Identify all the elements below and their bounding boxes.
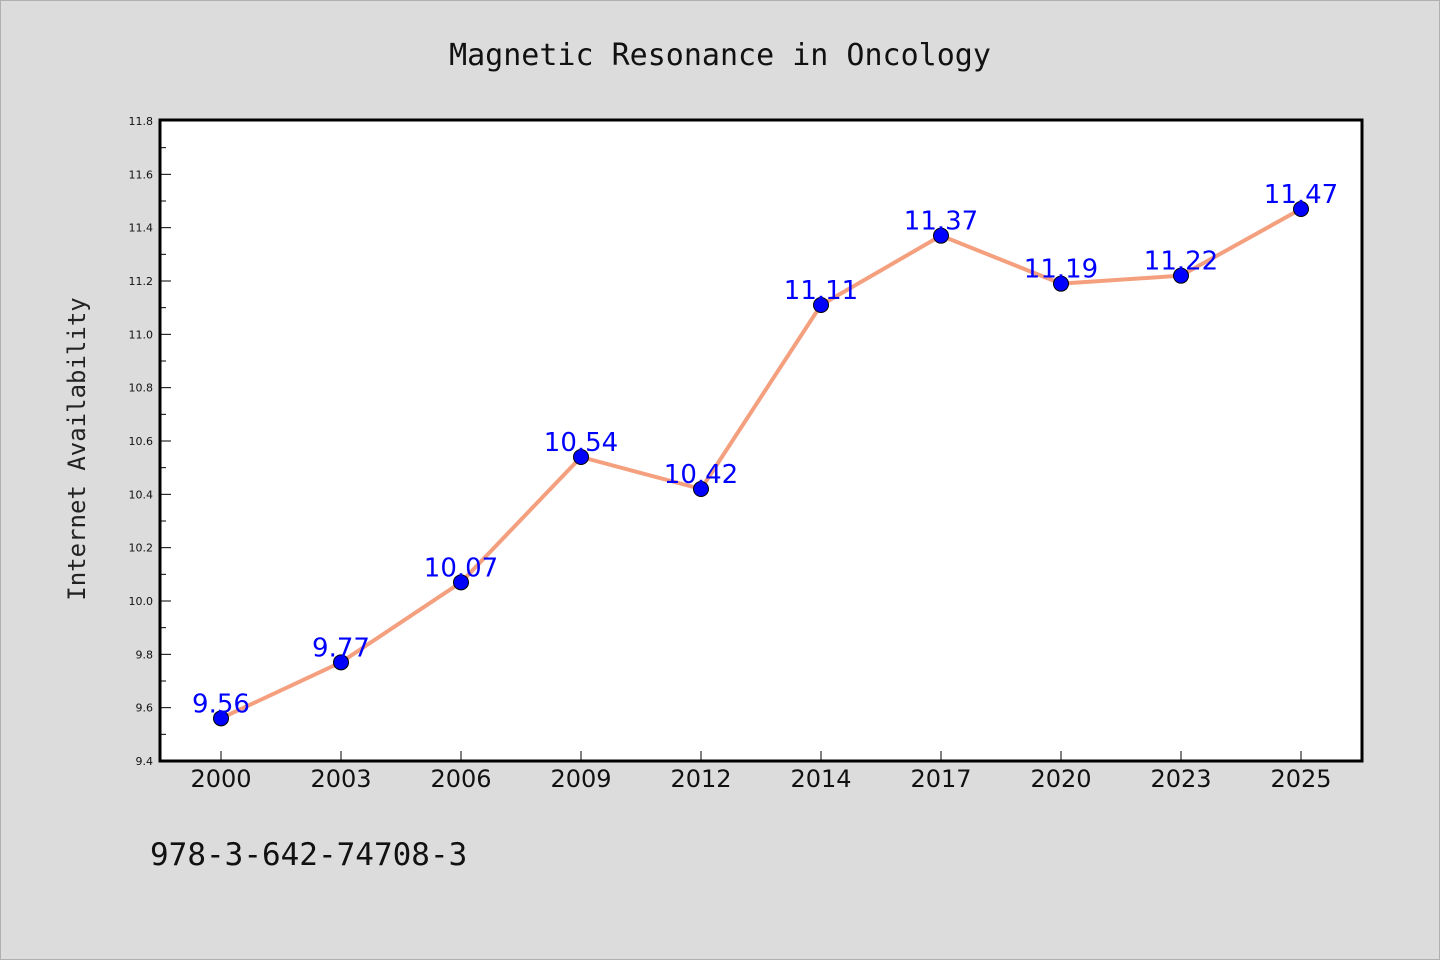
y-tick-label: 9.6 <box>136 702 154 715</box>
data-label: 10.42 <box>664 460 738 490</box>
data-label: 10.54 <box>544 428 618 458</box>
y-tick-label: 9.8 <box>136 648 154 661</box>
data-label: 9.77 <box>312 633 370 663</box>
data-label: 11.47 <box>1264 180 1338 210</box>
data-point <box>813 297 829 313</box>
data-label: 11.37 <box>904 207 978 237</box>
data-points-layer <box>213 201 1309 727</box>
data-point <box>213 710 229 727</box>
data-point <box>1173 267 1189 284</box>
y-tick-label: 10.2 <box>129 542 154 555</box>
data-point <box>1293 201 1309 217</box>
y-tick-label: 10.6 <box>129 435 154 448</box>
y-tick-label: 9.4 <box>136 755 154 768</box>
data-label: 10.07 <box>424 553 498 583</box>
x-tick-label: 2003 <box>310 765 371 793</box>
data-point <box>333 654 349 671</box>
data-labels-layer: 9.56 9.77 10.07 10.54 10.42 11.11 11.37 11.19 11… <box>192 180 1338 719</box>
data-label: 11.19 <box>1024 255 1098 285</box>
y-tick-label: 11.2 <box>129 275 154 288</box>
data-point <box>1053 275 1069 292</box>
x-tick-label: 2017 <box>910 765 971 793</box>
isbn-footnote: 978-3-642-74708-3 <box>150 837 467 873</box>
y-tick-label: 11.8 <box>129 115 154 128</box>
data-point <box>453 574 469 591</box>
y-tick-label: 11.0 <box>129 328 154 341</box>
series-line <box>220 207 1302 721</box>
x-tick-label: 2006 <box>430 765 491 793</box>
x-tick-label: 2023 <box>1150 765 1211 793</box>
data-point <box>933 227 949 244</box>
data-label: 9.56 <box>192 689 250 719</box>
y-axis-label: Internet Availability <box>63 297 91 600</box>
y-tick-label: 10.8 <box>129 382 154 395</box>
y-tick-label: 10.0 <box>129 595 154 608</box>
y-tick-label: 11.6 <box>129 168 154 181</box>
x-tick-label: 2012 <box>670 765 731 793</box>
data-point <box>573 449 589 465</box>
x-tick-label: 2009 <box>550 765 611 793</box>
x-axis-ticks: 2000 2003 2006 2009 2012 2014 2017 2020 2023 2025 <box>190 751 1332 793</box>
y-tick-label: 10.4 <box>129 488 154 501</box>
data-point <box>693 481 709 497</box>
x-tick-label: 2020 <box>1030 765 1091 793</box>
x-tick-label: 2014 <box>790 765 851 793</box>
y-axis-ticks: 9.4 9.6 9.8 10.0 10.2 10.4 10.6 10.8 11.0 11.2 11.… <box>129 115 171 768</box>
y-tick-label: 11.4 <box>129 222 154 235</box>
plot-area <box>158 118 1364 763</box>
x-tick-label: 2000 <box>190 765 251 793</box>
series-line-layer <box>220 207 1302 721</box>
x-tick-label: 2025 <box>1270 765 1331 793</box>
data-label: 11.22 <box>1144 247 1218 277</box>
data-label: 11.11 <box>784 276 858 306</box>
chart-title: Magnetic Resonance in Oncology <box>449 38 991 73</box>
